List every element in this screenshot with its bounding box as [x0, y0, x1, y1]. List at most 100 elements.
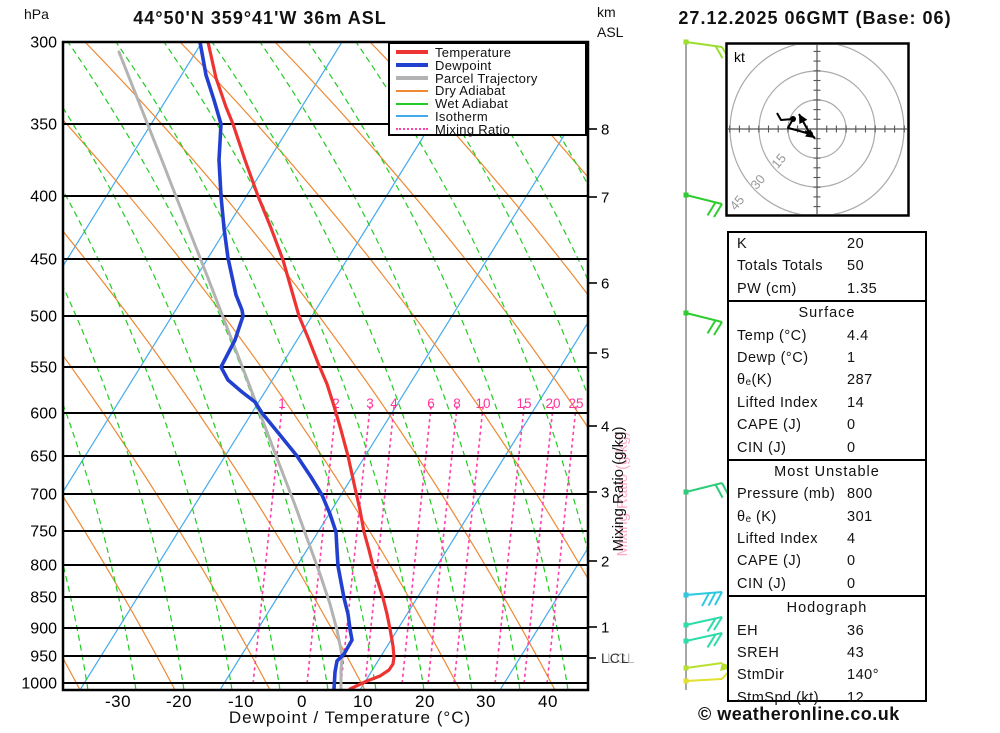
- dry-adiabat-line: [63, 119, 461, 690]
- table-row-label: PW (cm): [737, 280, 797, 297]
- mixing-ratio-label: 4: [390, 396, 398, 411]
- table-row-value: 800: [847, 486, 873, 503]
- indices-table: K 20 Totals Totals 50 PW (cm) 1.35 Surface Temp…: [727, 231, 927, 706]
- pressure-tick-label: 500: [30, 309, 57, 326]
- table-section-title: Hodograph: [786, 600, 868, 617]
- table-row-label: SREH: [737, 645, 780, 662]
- wet-adiabat-line: [115, 42, 377, 690]
- pressure-tick-label: 350: [30, 117, 57, 134]
- table-row: Lifted Index 4: [729, 528, 925, 550]
- mixing-axis-label: Mixing Ratio (g/kg): [610, 426, 627, 551]
- table-row-label: θₑ(K): [737, 372, 773, 389]
- wet-adiabat-line: [63, 189, 233, 690]
- mixing-ratio-line: [306, 406, 337, 685]
- table-row: θₑ(K) 287: [729, 369, 925, 391]
- table-row: Temp (°C) 4.4: [729, 325, 925, 347]
- dry-adiabat-line: [63, 354, 271, 690]
- wind-barb-tick: [714, 484, 724, 499]
- legend-item: Dewpoint: [396, 57, 585, 73]
- mixing-ratio-label: 15: [516, 396, 531, 411]
- hodograph-arrowhead: [805, 129, 815, 138]
- table-row-value: 287: [847, 372, 873, 389]
- pressure-tick-label: 800: [30, 558, 57, 575]
- table-row-value: 36: [847, 622, 865, 639]
- legend-line-swatch: [396, 50, 428, 55]
- pressure-tick-label: 950: [30, 649, 57, 666]
- wind-barb-shaft: [685, 616, 723, 626]
- mixing-ratio-label: 2: [332, 396, 340, 411]
- legend-line-swatch: [396, 63, 428, 68]
- wind-barb-shaft: [685, 678, 723, 682]
- legend-item: Temperature: [396, 45, 585, 60]
- copyright-text: © weatheronline.co.uk: [698, 704, 900, 724]
- wet-adiabat-line: [307, 42, 569, 690]
- wind-barb-tick: [706, 319, 717, 334]
- table-row-label: Dewp (°C): [737, 349, 809, 366]
- table-section-title: Most Unstable: [774, 463, 880, 480]
- table-row-label: CIN (J): [737, 575, 787, 592]
- legend-item-label: Wet Adiabat: [435, 96, 509, 112]
- wind-barb-tick: [713, 321, 723, 336]
- pressure-tick-label: 700: [30, 487, 57, 504]
- km-axis-unit: km: [597, 4, 616, 20]
- wind-barb-shaft: [685, 632, 723, 642]
- legend: Temperature Dewpoint Parcel Trajectory Dry …: [388, 42, 587, 137]
- mixing-ratio-line: [252, 406, 283, 685]
- table-row: Dewp (°C) 1: [729, 347, 925, 369]
- mixing-ratio-line: [494, 406, 525, 685]
- table-row-label: θₑ (K): [737, 508, 777, 525]
- mixing-axis-label-ghost: Mixing Ratio (g/kg): [614, 431, 631, 556]
- mixing-ratio-label: 25: [568, 396, 583, 411]
- hodograph-wind-trace: [776, 112, 811, 135]
- mixing-ratio-line: [401, 406, 432, 685]
- table-row-value: 14: [847, 394, 865, 411]
- km-tick-label: 7: [601, 190, 609, 207]
- table-section: Hodograph EH 36 SREH 43 StmDir 140° StmSpd (kt)…: [729, 595, 925, 709]
- temperature-curve: [206, 42, 396, 690]
- table-row: θₑ (K) 301: [729, 506, 925, 528]
- pressure-tick-label: 400: [30, 189, 57, 206]
- legend-item-label: Mixing Ratio: [435, 121, 511, 137]
- legend-item-label: Dewpoint: [435, 57, 492, 73]
- pressure-tick-label: 550: [30, 360, 57, 377]
- temp-tick-label: -30: [105, 692, 131, 711]
- table-row-label: Pressure (mb): [737, 486, 836, 503]
- table-row: CIN (J) 0: [729, 437, 925, 459]
- mixing-ratio-label: 6: [427, 396, 435, 411]
- wind-barb-shaft: [685, 312, 723, 323]
- isotherm-line: [499, 547, 588, 690]
- legend-line-swatch: [396, 75, 428, 80]
- table-row: CAPE (J) 0: [729, 414, 925, 436]
- table-row: CIN (J) 0: [729, 573, 925, 595]
- lcl-label-ghost: LCL: [607, 650, 636, 666]
- legend-item: Dry Adiabat: [396, 83, 585, 98]
- pressure-tick-label: 850: [30, 590, 57, 607]
- legend-item: Wet Adiabat: [396, 96, 585, 112]
- wet-adiabat-line: [63, 106, 281, 690]
- mixing-ratio-line: [427, 406, 458, 685]
- legend-line-swatch: [396, 128, 428, 131]
- wet-adiabat-line: [63, 402, 137, 690]
- temp-tick-label: 10: [353, 692, 373, 711]
- pressure-tick-label: 650: [30, 449, 57, 466]
- mixing-ratio-label: 20: [545, 396, 560, 411]
- dry-adiabat-line: [274, 42, 588, 429]
- legend-line-swatch: [396, 102, 428, 105]
- wind-barb-tick: [706, 617, 717, 632]
- wind-barb-shaft: [685, 662, 723, 669]
- km-tick-label: 1: [601, 620, 609, 637]
- km-tick-label: 5: [601, 346, 609, 363]
- hodograph-trace-dot: [790, 116, 796, 122]
- mixing-ratio-line: [340, 406, 371, 685]
- mixing-ratio-label: 10: [475, 396, 490, 411]
- table-row-value: 1: [847, 349, 856, 366]
- legend-item-label: Isotherm: [435, 108, 488, 124]
- plot-border: [61, 40, 590, 692]
- table-row-label: Totals Totals: [737, 258, 824, 275]
- pressure-tick-label: 600: [30, 406, 57, 423]
- page-title: 44°50'N 359°41'W 36m ASL: [133, 8, 387, 28]
- table-row-label: K: [737, 236, 748, 252]
- wind-barb-tick: [701, 592, 710, 607]
- wet-adiabat-line: [63, 561, 89, 690]
